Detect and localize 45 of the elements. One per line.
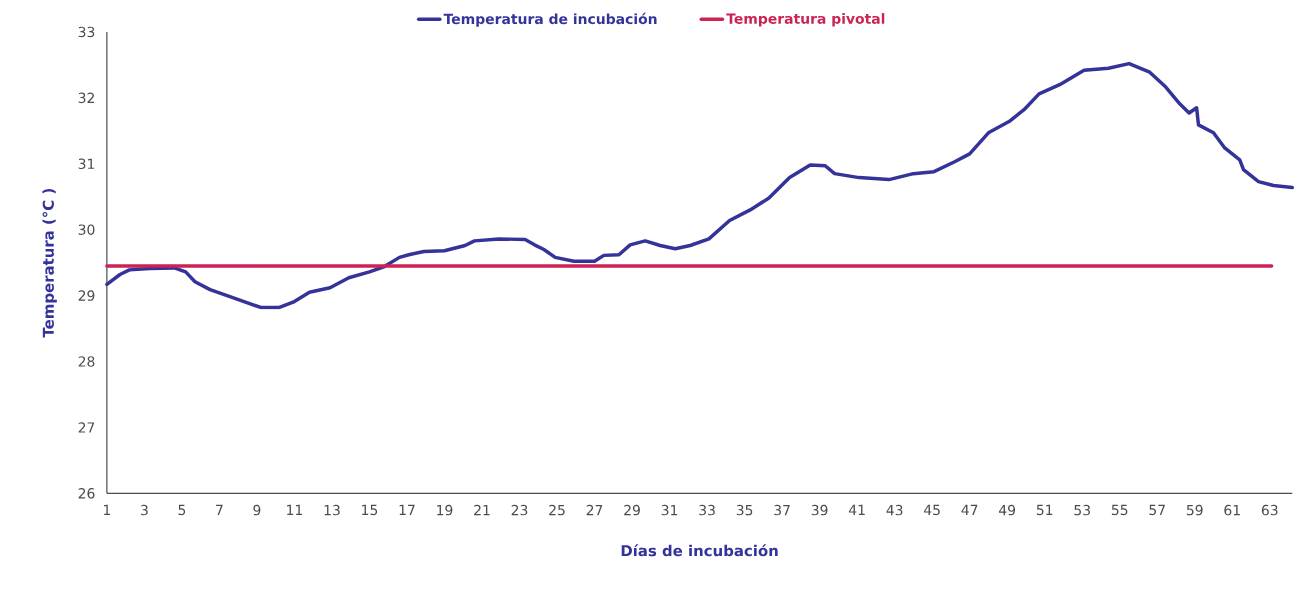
x-tick-label: 57 [1149,504,1165,516]
x-tick-label: 31 [661,504,678,516]
x-tick-label: 43 [886,504,903,516]
x-tick-label: 59 [1186,504,1203,516]
x-tick-label: 19 [437,504,453,516]
x-tick-label: 21 [474,504,490,516]
x-tick-label: 49 [998,504,1016,516]
x-tick-label: 9 [253,504,261,516]
x-tick-label: 27 [586,504,603,516]
y-tick-label: 30 [78,224,95,235]
x-tick-label: 39 [811,504,828,516]
x-tick-label: 11 [287,504,303,515]
x-tick-label: 37 [774,504,790,516]
legend-label: Temperatura de incubación [443,12,657,27]
x-tick-label: 41 [848,504,865,515]
y-tick-label: 31 [78,158,95,169]
x-tick-label: 13 [324,504,340,516]
x-tick-label: 5 [178,504,186,516]
x-tick-label: 29 [624,504,640,516]
legend-label: Temperatura pivotal [726,13,885,27]
x-tick-label: 17 [399,504,415,515]
x-tick-label: 63 [1261,504,1278,516]
y-tick-label: 28 [78,356,95,367]
y-tick-label: 26 [78,487,95,499]
x-tick-label: 7 [216,504,223,515]
x-axis-title: Días de incubación [621,544,778,557]
x-tick-label: 53 [1074,504,1090,516]
x-tick-label: 55 [1111,504,1128,516]
x-tick-label: 15 [362,504,378,516]
x-tick-label: 51 [1036,504,1053,516]
line-series [105,61,1294,310]
x-tick-label: 1 [103,504,111,515]
x-tick-label: 3 [141,504,148,516]
x-tick-label: 35 [736,504,753,516]
x-tick-label: 61 [1224,504,1240,516]
y-tick-label: 29 [78,290,95,301]
x-tick-label: 25 [549,504,565,516]
x-tick-label: 23 [511,504,528,516]
y-tick-label: 27 [78,422,95,433]
x-tick-label: 45 [923,504,940,516]
y-axis-title: Temperatura (°C ) [42,188,57,338]
x-tick-label: 47 [961,504,978,515]
y-tick-label: 33 [78,26,95,38]
x-tick-label: 33 [699,504,715,516]
y-tick-label: 32 [78,92,94,104]
